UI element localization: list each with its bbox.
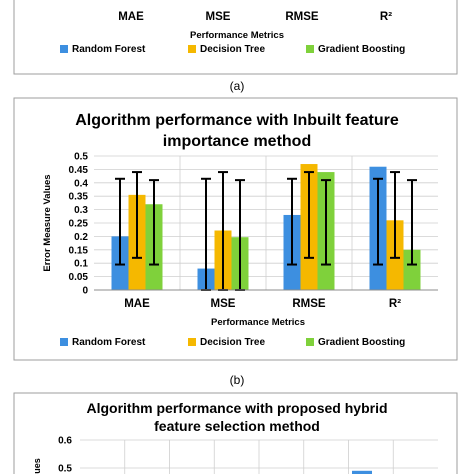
legend-label-decision-tree: Decision Tree	[200, 337, 265, 348]
panel-b-ytick-label: 0.45	[69, 165, 89, 176]
legend-label-random-forest: Random Forest	[72, 337, 146, 348]
panel-c-ytick-label: 0.6	[58, 436, 72, 447]
panel-b-category-rmse: RMSE	[292, 298, 326, 310]
panel-b-title-line1: Algorithm performance with Inbuilt featu…	[75, 112, 399, 129]
panel-a-category-rmse: RMSE	[285, 11, 319, 23]
panel-b-category-mse: MSE	[211, 298, 236, 310]
legend-swatch-decision-tree	[188, 338, 196, 346]
panel-a: MAE MSE RMSE R² Performance Metrics Random …	[13, 0, 458, 75]
panel-b-ytick-label: 0.5	[74, 152, 88, 163]
panel-c-title-line1: Algorithm performance with proposed hybr…	[86, 400, 387, 416]
legend-swatch-gradient-boosting	[306, 45, 314, 53]
panel-c-ytick-label: 0.5	[58, 464, 72, 474]
panel-b-frame	[13, 97, 458, 361]
panel-b-ytick-label: 0.3	[74, 205, 88, 216]
bar-gradient-boosting-r2	[403, 249, 421, 290]
panel-a-xlabel: Performance Metrics	[190, 30, 284, 41]
panel-b-category-r2: R²	[389, 298, 401, 310]
panel-a-frame	[13, 0, 458, 75]
panel-a-category-mse: MSE	[206, 11, 231, 23]
panel-b-ytick-label: 0.25	[69, 219, 89, 230]
panel-c-frame	[13, 392, 458, 474]
panel-c: Algorithm performance with proposed hybr…	[13, 392, 458, 474]
panel-b-ytick-label: 0.15	[69, 245, 89, 256]
panel-b-ytick-label: 0.1	[74, 259, 88, 270]
panel-c-title-line2: feature selection method	[154, 418, 320, 434]
legend-swatch-gradient-boosting	[306, 338, 314, 346]
legend-label-random-forest: Random Forest	[72, 44, 146, 55]
panel-b-ylabel: Error Measure Values	[42, 174, 53, 271]
panel-b-ytick-label: 0.35	[69, 192, 89, 203]
legend-swatch-random-forest	[60, 45, 68, 53]
panel-a-caption: (a)	[230, 79, 245, 93]
panel-a-category-r2: R²	[380, 11, 392, 23]
bar-random-forest-r2	[352, 470, 372, 474]
panel-b-ytick-label: 0.05	[69, 272, 89, 283]
legend-swatch-decision-tree	[188, 45, 196, 53]
legend-swatch-random-forest	[60, 338, 68, 346]
panel-b-title-line2: importance method	[163, 133, 311, 150]
legend-label-decision-tree: Decision Tree	[200, 44, 265, 55]
panel-b-caption: (b)	[230, 373, 245, 387]
panel-b-ytick-label: 0.2	[74, 232, 88, 243]
panel-b: Algorithm performance with Inbuilt featu…	[13, 97, 458, 361]
legend-label-gradient-boosting: Gradient Boosting	[318, 44, 405, 55]
panel-c-ylabel: ues	[32, 458, 42, 474]
panel-b-xlabel: Performance Metrics	[211, 317, 305, 328]
panel-b-ytick-label: 0	[82, 286, 88, 297]
panel-b-category-mae: MAE	[124, 298, 150, 310]
legend-label-gradient-boosting: Gradient Boosting	[318, 337, 405, 348]
panel-b-ytick-label: 0.4	[74, 178, 88, 189]
panel-a-category-mae: MAE	[118, 11, 144, 23]
